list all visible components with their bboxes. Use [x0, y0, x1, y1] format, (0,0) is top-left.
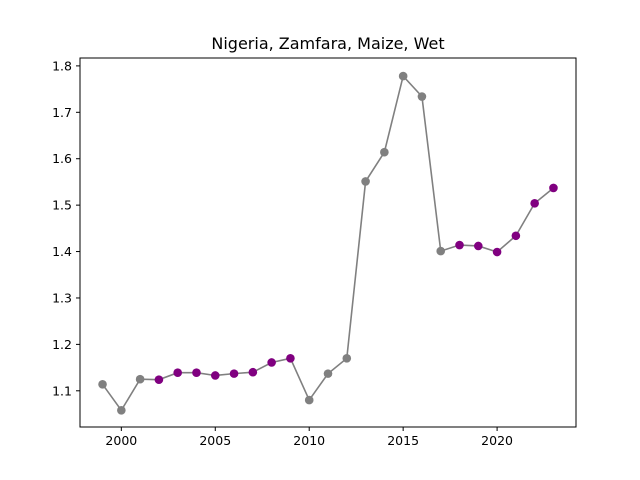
y-tick-label: 1.7	[52, 105, 72, 120]
data-point	[98, 379, 107, 389]
data-point	[154, 375, 164, 384]
chart-title: Nigeria, Zamfara, Maize, Wet	[211, 34, 444, 53]
data-point	[267, 358, 276, 367]
x-tick-label: 2010	[293, 433, 325, 448]
x-tick-label: 2020	[481, 433, 513, 448]
y-tick-label: 1.3	[52, 290, 72, 305]
y-tick-label: 1.1	[52, 383, 72, 398]
data-point	[248, 367, 258, 377]
data-point	[342, 354, 352, 363]
plot-frame	[79, 57, 577, 428]
data-point	[304, 395, 314, 405]
x-tick-label: 2000	[105, 433, 137, 448]
y-tick-label: 1.2	[52, 337, 72, 352]
data-point	[530, 198, 539, 208]
data-point	[380, 147, 389, 157]
data-point	[436, 246, 446, 256]
data-point	[210, 371, 220, 380]
data-point	[173, 368, 182, 377]
data-point	[398, 71, 408, 81]
x-tick-label: 2015	[387, 433, 419, 448]
data-point	[417, 92, 427, 101]
data-point	[455, 240, 464, 250]
data-series	[98, 71, 558, 415]
axis-ticks: 2000 2005 2010 2015 2020 1.1 1.2 1.3 1.4 1.5 1.6 1.…	[52, 58, 513, 448]
data-point	[286, 354, 295, 363]
data-point	[229, 369, 239, 378]
y-tick-label: 1.6	[52, 151, 72, 166]
data-point	[323, 369, 333, 378]
data-point	[511, 231, 521, 241]
x-tick-label: 2005	[199, 433, 231, 448]
y-tick-label: 1.4	[52, 244, 72, 259]
data-point	[492, 247, 502, 257]
data-point	[192, 368, 201, 377]
data-point	[474, 241, 483, 251]
y-tick-label: 1.8	[52, 58, 72, 73]
y-tick-label: 1.5	[52, 198, 72, 213]
data-point	[361, 177, 370, 186]
data-point	[117, 405, 126, 415]
data-point	[135, 374, 145, 384]
data-point	[549, 183, 558, 193]
